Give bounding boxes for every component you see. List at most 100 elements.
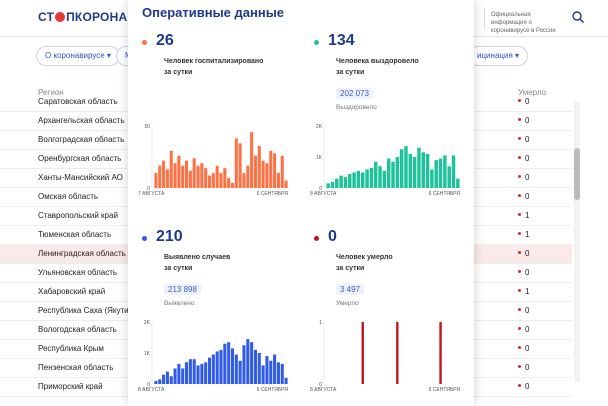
chart-bar[interactable] <box>246 165 250 188</box>
chart-bar[interactable] <box>188 170 192 188</box>
chart-bar[interactable] <box>227 342 231 384</box>
region-column-header[interactable]: Регион <box>38 88 64 97</box>
chart-bar[interactable] <box>188 359 192 384</box>
chart-bar[interactable] <box>273 354 277 384</box>
chart-bar[interactable] <box>430 169 434 188</box>
chart-bar[interactable] <box>447 166 451 188</box>
chart-bar[interactable] <box>215 165 219 188</box>
chart-bar[interactable] <box>185 160 189 188</box>
chart-bar[interactable] <box>200 163 204 188</box>
chart-bar[interactable] <box>219 349 223 384</box>
chart-bar[interactable] <box>162 160 166 188</box>
chart-bar[interactable] <box>227 178 231 188</box>
chart-bar[interactable] <box>369 167 374 188</box>
chart-bar[interactable] <box>335 178 339 188</box>
chart-bar[interactable] <box>169 376 173 384</box>
chart-bar[interactable] <box>330 181 335 188</box>
chart-bar[interactable] <box>215 351 219 384</box>
chart-bar[interactable] <box>246 339 250 384</box>
chart-bar[interactable] <box>456 178 460 188</box>
chart-bar[interactable] <box>265 163 269 188</box>
chart-bar[interactable] <box>173 163 177 188</box>
chart-bar[interactable] <box>365 169 369 188</box>
chart-bar[interactable] <box>434 160 438 188</box>
chart-bar[interactable] <box>223 168 227 188</box>
chart-bar[interactable] <box>276 362 280 384</box>
chart-bar[interactable] <box>192 158 196 188</box>
chart-bar[interactable] <box>204 362 208 384</box>
chart-bar[interactable] <box>211 173 215 188</box>
chart-bar[interactable] <box>177 363 181 384</box>
chart-bar[interactable] <box>165 371 169 384</box>
chart-bar[interactable] <box>348 174 352 188</box>
chart-bar[interactable] <box>154 173 158 188</box>
chart-bar[interactable] <box>382 170 387 188</box>
chart-bar[interactable] <box>273 153 277 188</box>
chart-bar[interactable] <box>391 161 395 188</box>
chart-bar[interactable] <box>158 379 162 384</box>
chart-bar[interactable] <box>339 175 343 188</box>
chart-bar[interactable] <box>154 380 158 384</box>
chart-bar[interactable] <box>439 322 442 384</box>
chart-bar[interactable] <box>386 158 391 188</box>
chart-bar[interactable] <box>421 152 425 188</box>
chart-bar[interactable] <box>326 183 330 188</box>
chart-bar[interactable] <box>230 183 235 188</box>
chart-bar[interactable] <box>162 374 166 384</box>
chart-bar[interactable] <box>238 143 242 188</box>
chart-bar[interactable] <box>169 150 173 188</box>
chart-bar[interactable] <box>269 360 273 384</box>
chart-bar[interactable] <box>242 173 246 188</box>
chart-bar[interactable] <box>257 353 261 384</box>
chart-bar[interactable] <box>451 155 456 188</box>
chart-bar[interactable] <box>395 157 400 188</box>
chart-bar[interactable] <box>238 360 242 384</box>
chart-bar[interactable] <box>211 354 215 384</box>
chart-bar[interactable] <box>280 363 284 384</box>
chart-bar[interactable] <box>361 322 364 384</box>
chart-bar[interactable] <box>408 153 413 188</box>
chart-bar[interactable] <box>204 168 208 188</box>
chart-bar[interactable] <box>284 180 288 188</box>
chart-bar[interactable] <box>223 343 227 384</box>
deaths-column-header[interactable]: Умерло <box>518 88 547 97</box>
chart-bar[interactable] <box>438 158 443 188</box>
chart-bar[interactable] <box>181 165 185 188</box>
scrollbar-track[interactable] <box>574 102 580 382</box>
chart-bar[interactable] <box>192 359 196 384</box>
chart-bar[interactable] <box>173 368 177 385</box>
chart-bar[interactable] <box>181 368 185 385</box>
vaccination-menu[interactable]: ицинация ▾ <box>468 46 529 66</box>
search-button[interactable] <box>571 10 585 24</box>
chart-bar[interactable] <box>253 349 257 384</box>
chart-bar[interactable] <box>269 150 273 188</box>
chart-bar[interactable] <box>396 322 399 384</box>
chart-bar[interactable] <box>257 145 261 188</box>
chart-bar[interactable] <box>177 155 181 188</box>
chart-bar[interactable] <box>417 147 421 188</box>
chart-bar[interactable] <box>404 146 408 188</box>
chart-bar[interactable] <box>200 363 204 384</box>
chart-bar[interactable] <box>207 357 212 384</box>
site-logo[interactable]: СТ ПКОРОНАВИ <box>38 10 145 24</box>
chart-bar[interactable] <box>284 377 288 384</box>
chart-bar[interactable] <box>250 132 254 188</box>
chart-bar[interactable] <box>207 175 212 188</box>
chart-bar[interactable] <box>261 160 265 188</box>
chart-bar[interactable] <box>443 155 447 188</box>
chart-bar[interactable] <box>158 165 162 188</box>
about-coronavirus-menu[interactable]: О коронавирусе ▾ <box>36 46 120 66</box>
chart-bar[interactable] <box>196 365 200 384</box>
chart-bar[interactable] <box>253 155 257 188</box>
chart-bar[interactable] <box>378 166 382 188</box>
chart-bar[interactable] <box>250 342 254 384</box>
chart-bar[interactable] <box>352 172 356 189</box>
chart-bar[interactable] <box>412 157 417 188</box>
chart-bar[interactable] <box>399 149 404 188</box>
chart-bar[interactable] <box>219 173 223 188</box>
chart-bar[interactable] <box>356 170 361 188</box>
chart-bar[interactable] <box>261 365 265 384</box>
scrollbar-thumb[interactable] <box>574 148 580 200</box>
chart-bar[interactable] <box>165 169 169 188</box>
chart-bar[interactable] <box>230 348 235 384</box>
